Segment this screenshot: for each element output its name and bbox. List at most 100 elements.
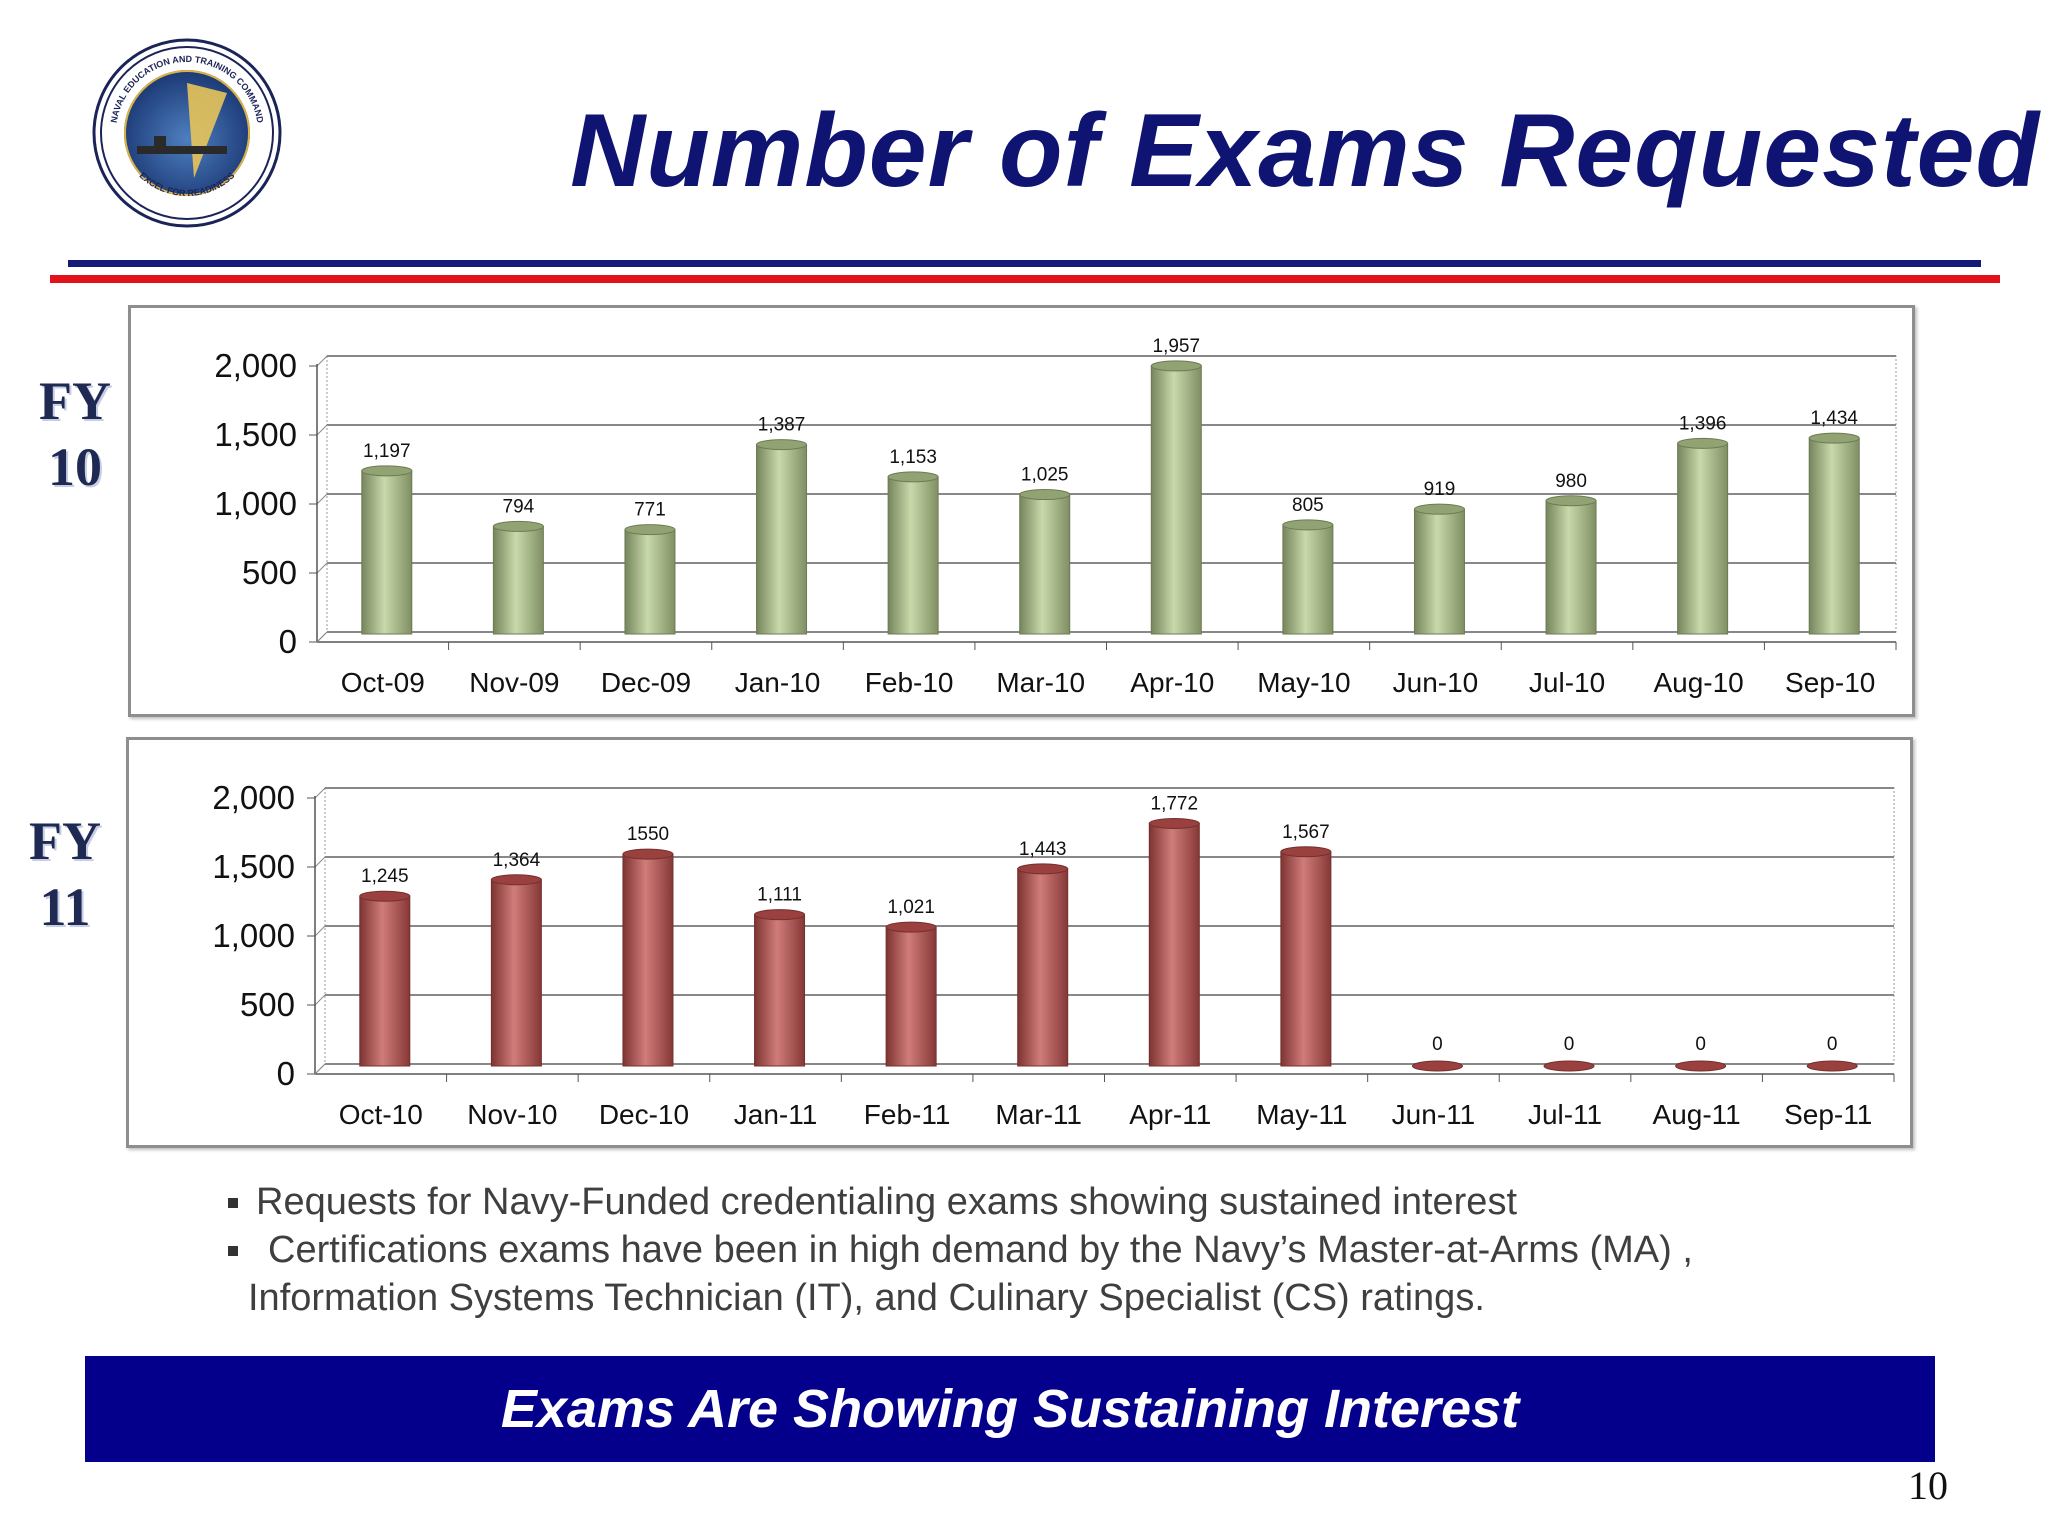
bullet-item: Certifications exams have been in high d… (228, 1226, 1828, 1274)
bar (1019, 494, 1071, 635)
fy11-label: FY 11 (10, 808, 120, 940)
bar-cap (1019, 489, 1071, 501)
bar-zero-disk (1411, 1060, 1463, 1072)
bullet-square-icon (228, 1246, 238, 1256)
bar-cap (1282, 519, 1334, 531)
x-axis-category-label: Jun-11 (1392, 1099, 1476, 1130)
bar-cap (887, 471, 939, 483)
bar-cap (1150, 360, 1202, 372)
gridline-depth (316, 493, 328, 505)
gridline-depth (316, 562, 328, 574)
x-axis-category-label: Jul-11 (1528, 1099, 1602, 1130)
x-axis-category-label: Sep-11 (1784, 1099, 1872, 1130)
bar (359, 895, 411, 1067)
bar (1282, 524, 1334, 635)
bar (1413, 508, 1465, 635)
data-label: 1,957 (1153, 336, 1201, 357)
bullet-continuation: Information Systems Technician (IT), and… (228, 1274, 1828, 1322)
y-axis-tick-label: 1,500 (214, 416, 297, 453)
bar (624, 529, 676, 635)
fy11-label-line2: 11 (39, 877, 91, 937)
data-label: 794 (503, 496, 535, 517)
y-axis-tick-label: 0 (277, 1055, 295, 1092)
data-label: 1,396 (1679, 413, 1727, 434)
bar (885, 926, 937, 1067)
bar-cap (624, 524, 676, 536)
data-label: 1,434 (1810, 408, 1858, 429)
bullet-text: Information Systems Technician (IT), and… (248, 1277, 1485, 1319)
data-label: 0 (1827, 1034, 1838, 1055)
fy10-bar-chart: 0 500 1,000 1,500 2,000 1,197 Oct-09 794 Nov-09 7… (214, 336, 1897, 698)
data-label: 1,443 (1019, 839, 1067, 860)
fy10-label: FY 10 (20, 368, 130, 500)
x-axis-category-label: Jun-10 (1393, 667, 1479, 698)
floor-edge (316, 631, 328, 643)
data-label: 919 (1424, 479, 1456, 500)
page-number: 10 (1908, 1463, 1948, 1508)
x-axis-category-label: May-10 (1257, 667, 1350, 698)
bar (1148, 822, 1200, 1067)
gridline-depth (314, 994, 326, 1006)
bullet-square-icon (228, 1198, 238, 1208)
x-axis-category-label: Feb-10 (865, 667, 954, 698)
fy11-label-line1: FY (29, 811, 101, 871)
bar-cap (756, 439, 808, 451)
data-label: 1,364 (493, 850, 541, 871)
x-axis-category-label: Jul-10 (1529, 667, 1605, 698)
bullet-text: Requests for Navy-Funded credentialing e… (256, 1181, 1517, 1223)
y-axis-tick-label: 0 (279, 623, 297, 660)
bar-cap (1017, 863, 1069, 875)
x-axis-category-label: Feb-11 (864, 1099, 951, 1130)
y-axis-tick-label: 2,000 (212, 779, 295, 816)
gridline-depth (314, 856, 326, 868)
bar (1280, 851, 1332, 1067)
fy10-chart-panel: 0 500 1,000 1,500 2,000 1,197 Oct-09 794 Nov-09 7… (128, 305, 1915, 717)
bar (1017, 868, 1069, 1067)
fy11-chart-panel: 0 500 1,000 1,500 2,000 1,245 Oct-10 1,364 Nov-1… (126, 737, 1913, 1148)
bar (754, 914, 806, 1067)
x-axis-category-label: Apr-11 (1129, 1099, 1211, 1130)
bar-cap (490, 874, 542, 886)
data-label: 0 (1564, 1034, 1575, 1055)
bar (490, 879, 542, 1067)
naval-education-training-command-seal: NAVAL EDUCATION AND TRAINING COMMAND EXC… (92, 38, 282, 228)
bar (1808, 437, 1860, 635)
bullet-item: Requests for Navy-Funded credentialing e… (228, 1178, 1828, 1226)
gridline-depth (316, 424, 328, 436)
x-axis-category-label: Oct-09 (341, 667, 425, 698)
bar-cap (1677, 437, 1729, 449)
floor-edge (314, 1063, 326, 1075)
bar-zero-disk (1675, 1060, 1727, 1072)
bar-cap (359, 890, 411, 902)
bar-cap (1148, 817, 1200, 829)
bar-cap (885, 921, 937, 933)
data-label: 771 (634, 500, 666, 521)
data-label: 805 (1292, 495, 1324, 516)
bar (756, 444, 808, 635)
x-axis-category-label: May-11 (1256, 1099, 1347, 1130)
bar-cap (622, 848, 674, 860)
y-axis-tick-label: 1,000 (212, 917, 295, 954)
y-axis-tick-label: 2,000 (214, 347, 297, 384)
bar (361, 470, 413, 635)
fy11-bar-chart: 0 500 1,000 1,500 2,000 1,245 Oct-10 1,364 Nov-1… (212, 779, 1895, 1130)
x-axis-category-label: Jan-10 (735, 667, 821, 698)
summary-banner: Exams Are Showing Sustaining Interest (85, 1356, 1935, 1462)
y-axis-tick-label: 1,000 (214, 485, 297, 522)
bar (1545, 500, 1597, 635)
data-label: 1,772 (1151, 793, 1199, 814)
bar-zero-disk (1806, 1060, 1858, 1072)
bar-cap (361, 465, 413, 477)
bar (622, 853, 674, 1067)
data-label: 1,025 (1021, 465, 1069, 486)
gridline-depth (314, 787, 326, 799)
data-label: 1,111 (757, 885, 802, 906)
y-axis-tick-label: 500 (242, 554, 297, 591)
x-axis-category-label: Sep-10 (1785, 667, 1875, 698)
bar-cap (1280, 846, 1332, 858)
y-axis-tick-label: 500 (240, 986, 295, 1023)
bar-cap (492, 520, 544, 532)
data-label: 1,021 (887, 897, 935, 918)
x-axis-category-label: Nov-09 (469, 667, 559, 698)
bar (887, 476, 939, 635)
